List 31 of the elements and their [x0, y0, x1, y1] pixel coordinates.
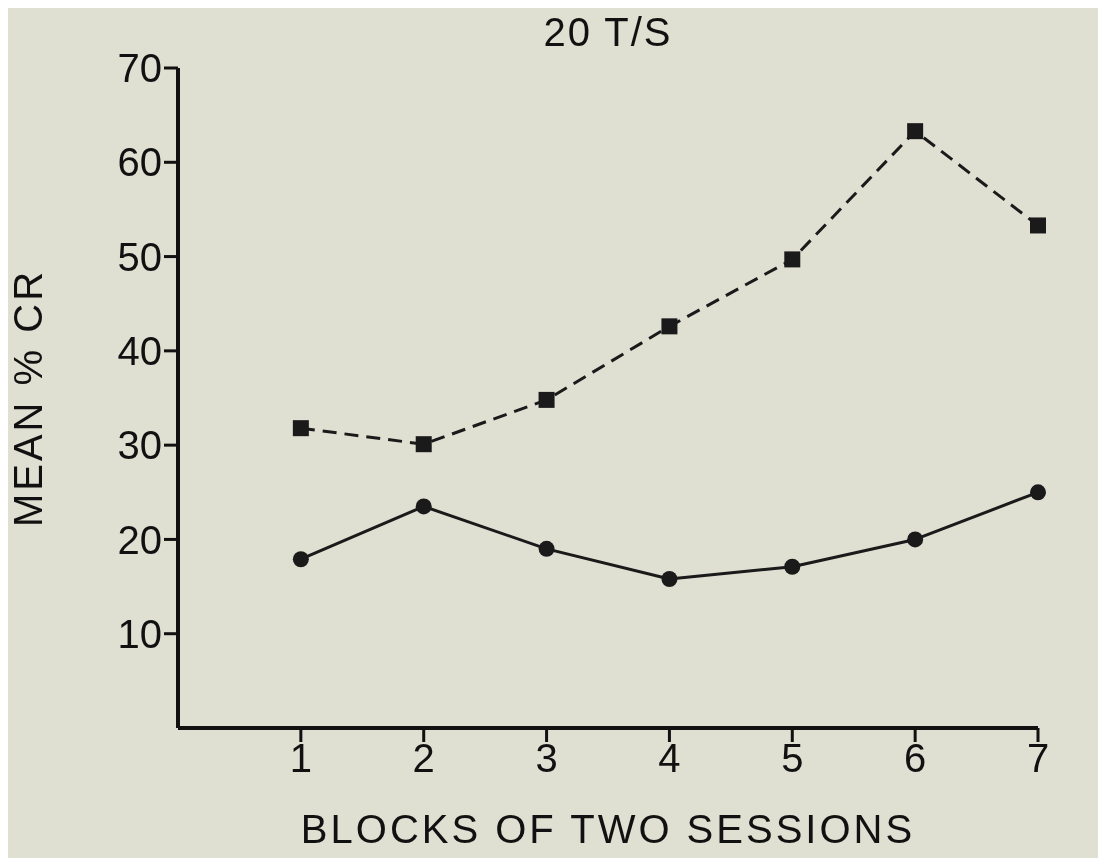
x-tick-label: 5 [781, 736, 804, 781]
point [907, 531, 924, 548]
point [784, 558, 801, 575]
point [907, 123, 924, 140]
point [415, 436, 432, 453]
point [1030, 217, 1046, 234]
y-tick-label: 20 [117, 517, 162, 562]
x-tick-label: 2 [412, 736, 435, 781]
y-tick-label: 60 [117, 140, 162, 185]
y-tick-label: 40 [117, 329, 162, 374]
point [292, 420, 309, 437]
point [1030, 484, 1046, 501]
x-tick-label: 1 [289, 736, 312, 781]
point [415, 498, 432, 515]
point [661, 318, 678, 335]
y-tick-label: 50 [117, 234, 162, 279]
point [292, 551, 309, 568]
point [661, 571, 678, 588]
point [784, 251, 801, 268]
point [538, 540, 555, 557]
chart-title: 20 T/S [543, 10, 673, 54]
x-tick-label: 7 [1026, 736, 1050, 781]
x-axis-title: BLOCKS OF TWO SESSIONS [300, 807, 916, 851]
y-tick-label: 30 [117, 423, 162, 468]
x-tick-label: 4 [658, 736, 681, 781]
y-tick-label: 70 [117, 46, 162, 91]
y-tick-label: 10 [117, 611, 162, 656]
x-tick-label: 6 [904, 736, 927, 781]
point [538, 391, 555, 408]
x-tick-label: 3 [535, 736, 558, 781]
y-axis-title: MEAN % CR [6, 268, 51, 528]
